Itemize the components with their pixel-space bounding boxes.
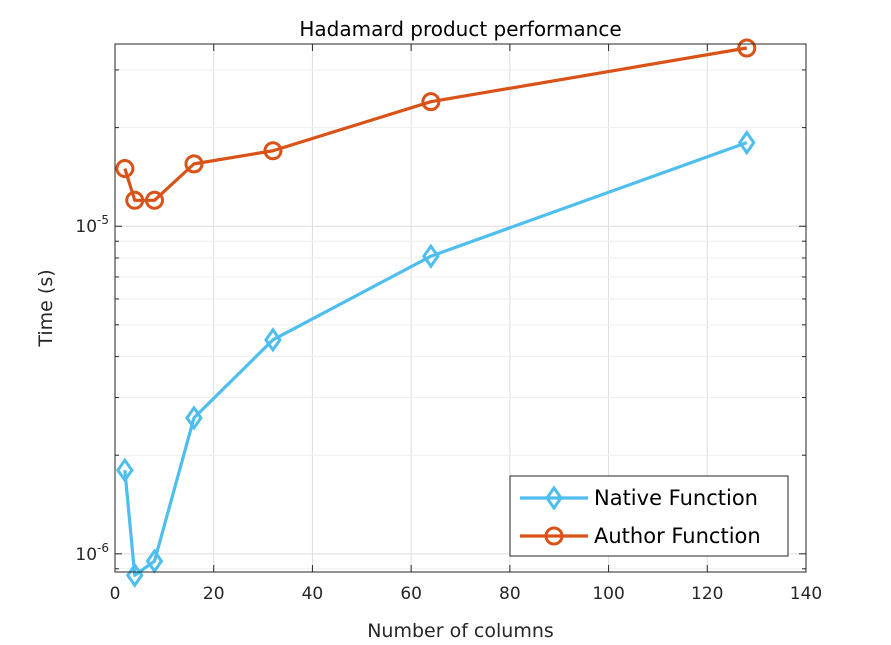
data-point-circle <box>737 38 757 58</box>
data-point-diamond <box>264 327 282 353</box>
data-point-circle <box>125 190 145 210</box>
x-tick-label: 100 <box>592 584 624 604</box>
y-axis-label: Time (s) <box>35 269 57 347</box>
data-point-circle <box>115 159 135 179</box>
series-1 <box>115 38 757 210</box>
data-point-circle <box>263 141 283 161</box>
x-tick-label: 140 <box>790 584 822 604</box>
data-point-diamond <box>737 129 756 156</box>
tick-labels: 0 20 40 60 80 100 120 140 10-6 10-5 <box>75 213 822 604</box>
series-line <box>123 46 748 202</box>
chart-title: Hadamard product performance <box>299 17 621 41</box>
x-tick-label: 60 <box>400 584 422 604</box>
x-tick-label: 20 <box>203 584 225 604</box>
x-tick-label: 120 <box>691 584 723 604</box>
legend-marker-diamond <box>545 485 563 511</box>
legend-label: Author Function <box>594 524 761 548</box>
x-tick-label: 0 <box>110 584 121 604</box>
series-0 <box>116 129 756 588</box>
x-axis-label: Number of columns <box>367 620 554 642</box>
series-layer <box>115 38 757 588</box>
axes <box>114 43 807 573</box>
legend-item: Native Function <box>520 485 758 511</box>
x-tick-label: 40 <box>302 584 324 604</box>
legend-marker-circle <box>544 526 564 546</box>
axes-box <box>114 43 807 573</box>
y-tick-label: 10-5 <box>75 213 109 237</box>
legend-item: Author Function <box>520 524 761 548</box>
data-point-diamond <box>185 405 203 431</box>
x-tick-label: 80 <box>499 584 521 604</box>
legend: Native Function Author Function <box>509 475 789 557</box>
data-point-circle <box>144 190 164 210</box>
data-point-diamond <box>116 457 134 483</box>
series-line <box>123 141 748 577</box>
data-point-diamond <box>422 243 440 269</box>
data-point-diamond <box>145 548 164 574</box>
legend-label: Native Function <box>594 486 758 510</box>
data-point-circle <box>421 92 441 112</box>
y-tick-label: 10-6 <box>75 541 109 565</box>
data-point-circle <box>184 154 204 174</box>
